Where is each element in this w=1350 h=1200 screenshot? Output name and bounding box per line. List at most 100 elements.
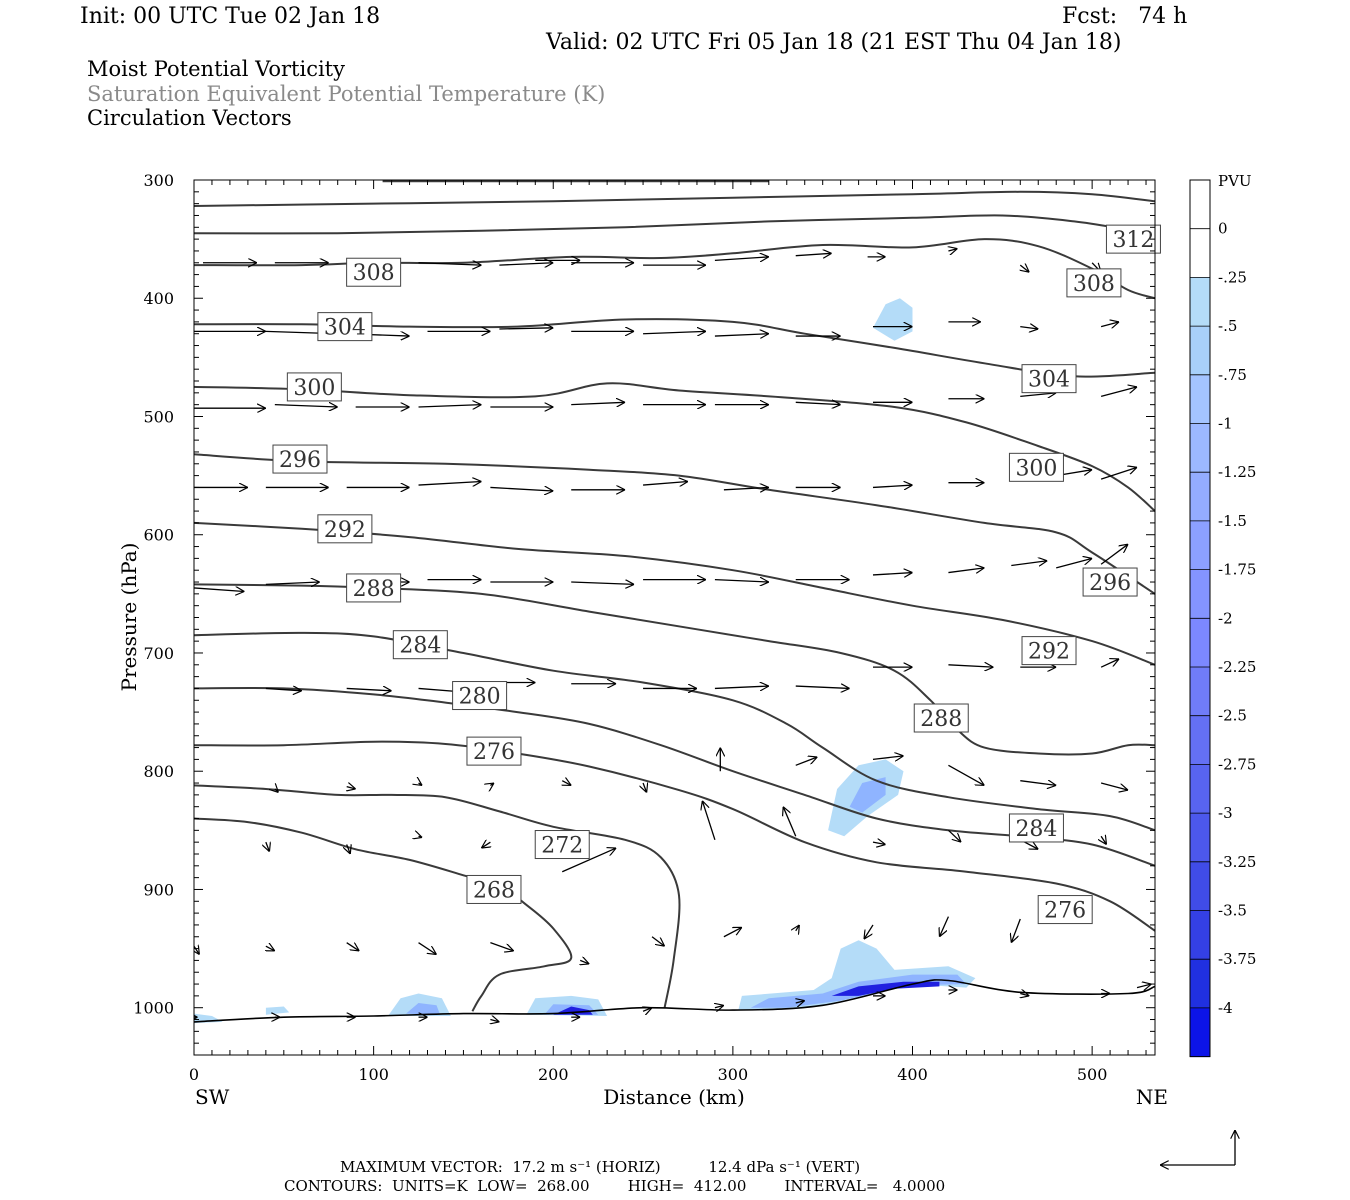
contour-316 [194, 190, 1155, 207]
vector-11 [948, 249, 957, 251]
vector-98 [783, 807, 797, 837]
contour-268 [194, 817, 573, 1012]
circulation-vectors [194, 249, 1151, 1022]
vector-54 [194, 588, 244, 592]
svg-text:312: 312 [1112, 228, 1154, 253]
y-tick-label-500: 500 [143, 407, 174, 426]
svg-text:292: 292 [1028, 640, 1070, 665]
plot-frame [193, 179, 1156, 1056]
contour-292 [194, 521, 1155, 666]
y-tick-label-400: 400 [143, 289, 174, 308]
y-tick-label-700: 700 [143, 644, 174, 663]
colorbar-bin-12 [1190, 764, 1210, 814]
svg-text:296: 296 [279, 448, 321, 473]
vector-55 [265, 582, 320, 584]
vector-93 [347, 845, 351, 854]
vector-47 [723, 487, 769, 489]
contour-288 [194, 583, 1155, 756]
vector-122 [715, 1005, 724, 1007]
colorbar-label-11: -2.75 [1218, 755, 1256, 773]
vector-61 [714, 580, 769, 582]
contour-label-292: 292 [317, 514, 373, 544]
colorbar-label-12: -3 [1218, 804, 1233, 822]
ground-surface-line [194, 979, 1155, 1023]
vector-69 [346, 688, 392, 690]
colorbar-bin-11 [1190, 715, 1210, 765]
vector-28 [274, 405, 338, 407]
colorbar-label-4: -1 [1218, 415, 1233, 433]
colorbar-bin-15 [1190, 910, 1210, 960]
contour-labels: 312 308 308 304 304 300 296 300 292 288 296 292 284 2… [272, 224, 1161, 925]
vector-3 [418, 263, 482, 265]
vector-95 [481, 842, 490, 848]
y-tick-label-1000: 1000 [133, 999, 174, 1018]
svg-text:308: 308 [353, 261, 395, 286]
field-name-pv: Moist Potential Vorticity [87, 57, 345, 81]
contour-label-308: 308 [1066, 268, 1122, 298]
pv-region-2 [849, 777, 886, 813]
pv-region-7 [406, 1003, 441, 1015]
vector-18 [499, 328, 553, 329]
x-tick-label-500: 500 [1077, 1065, 1108, 1084]
vector-64 [948, 568, 984, 573]
vector-80 [275, 789, 279, 793]
colorbar-label-3: -.75 [1218, 366, 1247, 384]
vector-126 [1020, 994, 1029, 996]
colorbar-label-13: -3.25 [1218, 853, 1256, 871]
contour-label-292: 292 [1021, 636, 1077, 666]
vector-79 [1100, 659, 1119, 668]
svg-text:296: 296 [1089, 571, 1131, 596]
vector-4 [499, 263, 553, 265]
vector-25 [1020, 327, 1038, 329]
colorbar-bin-8 [1190, 569, 1210, 619]
vector-83 [490, 783, 494, 785]
max-vector-info: MAXIMUM VECTOR: 17.2 m s⁻¹ (HORIZ) 12.4 … [340, 1158, 861, 1176]
vector-67 [1100, 544, 1128, 565]
colorbar-bin-3 [1190, 326, 1210, 376]
colorbar-label-8: -2 [1218, 609, 1233, 627]
vector-119 [490, 1020, 499, 1022]
vector-113 [939, 916, 950, 937]
svg-text:284: 284 [1015, 817, 1057, 842]
contour-label-284: 284 [1008, 813, 1064, 843]
colorbar-bin-16 [1190, 959, 1210, 1009]
x-tick-label-200: 200 [538, 1065, 569, 1084]
svg-text:276: 276 [473, 740, 515, 765]
vector-59 [571, 582, 634, 584]
contour-308 [194, 238, 1155, 300]
contour-300 [194, 382, 1155, 512]
vector-43 [418, 482, 482, 486]
ne-label: NE [1136, 1085, 1168, 1109]
tick-labels: 0 100 200 300 400 500 300 400 500 600 700 800 900 100… [133, 171, 1107, 1084]
vector-32 [571, 402, 625, 404]
contour-276 [194, 740, 1155, 932]
field-name-vectors: Circulation Vectors [87, 106, 292, 130]
vector-121 [643, 1008, 652, 1012]
vector-96 [561, 848, 616, 873]
vector-53 [1100, 467, 1137, 480]
y-tick-label-900: 900 [143, 880, 174, 899]
vector-100 [947, 829, 961, 842]
pv-colorbar: 0 -.25 -.5 -.75 -1 -1.25 -1.5 -1.75 -2 -2.25 -2.5 -… [1189, 179, 1256, 1058]
vector-110 [723, 927, 742, 938]
colorbar-label-9: -2.25 [1218, 658, 1256, 676]
vector-75 [795, 686, 850, 688]
vector-111 [796, 925, 800, 931]
contour-label-304: 304 [1021, 364, 1077, 394]
vector-20 [643, 331, 706, 333]
vector-65 [1011, 561, 1047, 566]
colorbar-bin-17 [1190, 1007, 1210, 1058]
vector-77 [948, 665, 993, 667]
x-tick-label-300: 300 [718, 1065, 749, 1084]
colorbar-label-5: -1.25 [1218, 463, 1256, 481]
colorbar-label-2: -.5 [1218, 317, 1237, 335]
vector-99 [872, 842, 886, 844]
vector-85 [643, 783, 647, 792]
y-tick-label-300: 300 [143, 171, 174, 190]
vector-46 [643, 482, 688, 486]
contour-info: CONTOURS: UNITS=K LOW= 268.00 HIGH= 412.… [284, 1177, 946, 1195]
vector-63 [872, 573, 913, 575]
pv-region-5 [265, 1006, 290, 1015]
vector-12 [1020, 265, 1029, 272]
svg-text:276: 276 [1044, 899, 1086, 924]
